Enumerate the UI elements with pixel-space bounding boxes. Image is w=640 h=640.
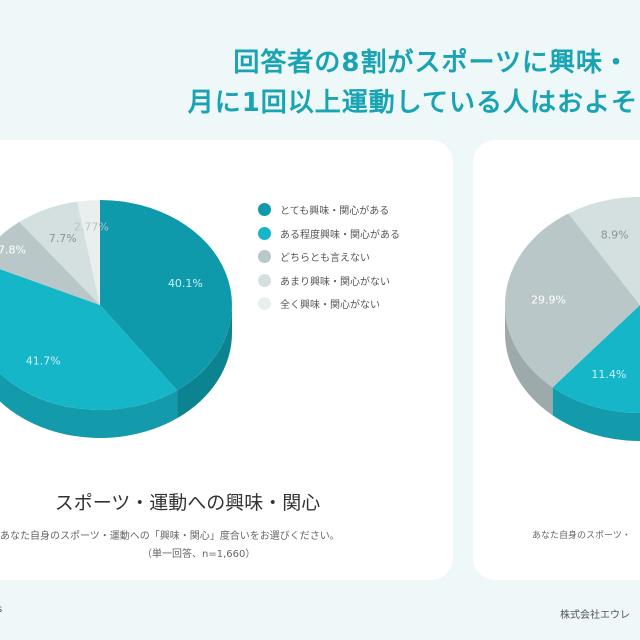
footer-left: s: [0, 604, 2, 615]
headline-line-1: 回答者の8割がスポーツに興味・: [233, 48, 630, 78]
legend-item: どちらとも言えない: [258, 245, 438, 269]
sample-note: （単一回答、n=1,660）: [142, 549, 256, 560]
legend: とても興味・関心がある ある程度興味・関心がある どちらとも言えないあまり興味・関心…: [258, 198, 438, 316]
pie1-label-2: 7.8%: [0, 244, 26, 257]
pie1-slice-1: [0, 269, 178, 410]
question-text-2: あなた自身のスポーツ・: [532, 531, 631, 541]
legend-label: 全く興味・関心がない: [280, 300, 380, 312]
pie2-side-1: [552, 387, 640, 441]
legend-item: あまり興味・関心がない: [258, 269, 438, 293]
legend-label: ある程度興味・関心がある: [280, 229, 400, 241]
legend-label: どちらとも言えない: [280, 253, 370, 265]
pie2-label-1: 11.4%: [591, 368, 626, 381]
pie1-side-0: [177, 305, 232, 419]
footer-credit: 株式会社エウレ: [560, 610, 630, 621]
pie1-slice-3: [19, 201, 101, 305]
legend-swatch: [258, 297, 271, 311]
pie1-slice-2: [0, 221, 100, 305]
pie2-label-2: 29.9%: [531, 294, 566, 307]
pie1-label-3: 7.7%: [49, 232, 77, 245]
legend-swatch: [258, 273, 271, 287]
pie2-label-3: 8.9%: [601, 228, 629, 241]
legend-item: とても興味・関心がある: [258, 198, 438, 222]
pie1-slice-4: [77, 200, 100, 305]
pie2-slice-3: [568, 197, 640, 305]
legend-item: 全く興味・関心がない: [258, 292, 438, 316]
question-text: あなた自身のスポーツ・運動への「興味・関心」度合いをお選びください。: [0, 531, 340, 542]
pie1-slice-0: [100, 200, 232, 391]
pie1-side-1: [0, 373, 178, 438]
headline-line-2: 月に1回以上運動している人はおよそ: [187, 88, 638, 118]
pie2-side-2: [505, 305, 553, 416]
legend-swatch: [258, 250, 271, 264]
pie2-slice-2: [505, 213, 640, 388]
legend-item: ある程度興味・関心がある: [258, 222, 438, 246]
legend-label: あまり興味・関心がない: [280, 276, 390, 288]
legend-swatch: [258, 226, 271, 240]
pie1-label-4: 2.77%: [74, 221, 109, 234]
legend-swatch: [258, 203, 271, 217]
pie1-label-1: 41.7%: [26, 354, 61, 367]
pie2-slice-1: [552, 305, 640, 413]
chart-title: スポーツ・運動への興味・関心: [54, 492, 321, 514]
legend-label: とても興味・関心がある: [280, 206, 390, 218]
pie1-label-0: 40.1%: [168, 277, 203, 290]
